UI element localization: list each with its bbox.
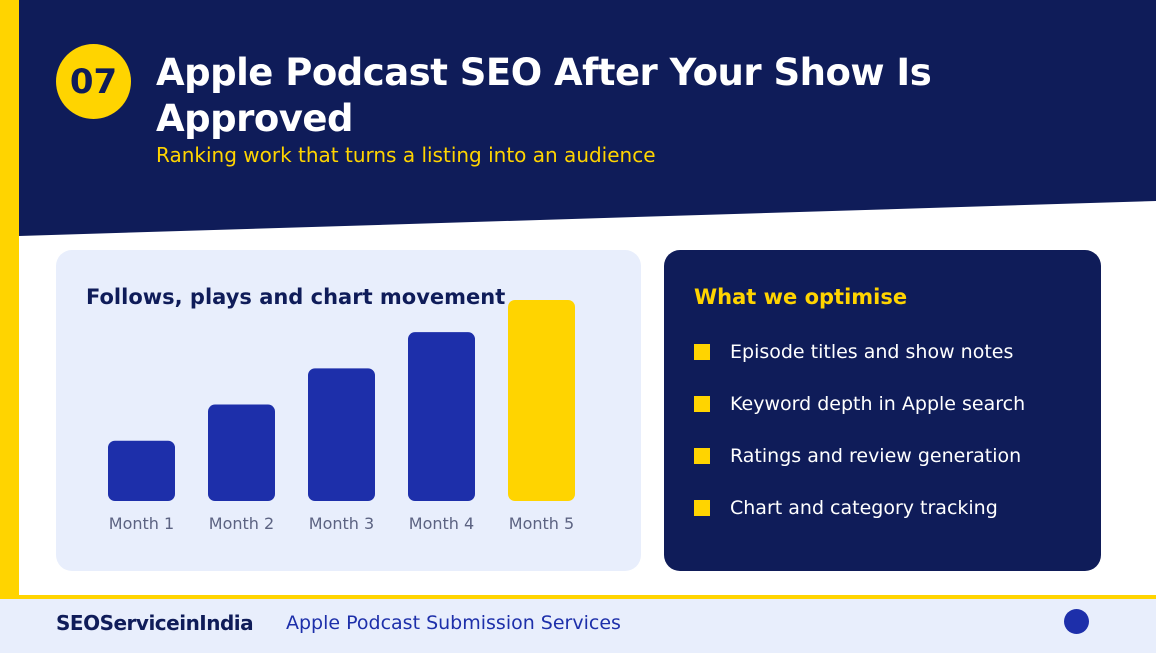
chart-bar <box>108 440 175 501</box>
optimise-item: Chart and category tracking <box>694 496 998 520</box>
footer-divider <box>0 595 1156 599</box>
chart-bar <box>408 332 475 501</box>
bullet-square-icon <box>694 448 710 464</box>
footer-brand: SEOServiceinIndia <box>56 611 254 635</box>
optimise-item-label: Ratings and review generation <box>730 445 1022 467</box>
optimise-title: What we optimise <box>694 285 908 309</box>
bullet-square-icon <box>694 500 710 516</box>
footer-text: Apple Podcast Submission Services <box>286 612 621 634</box>
optimise-item: Episode titles and show notes <box>694 340 1013 364</box>
x-tick-label: Month 1 <box>109 514 174 533</box>
optimise-item-label: Chart and category tracking <box>730 497 998 519</box>
optimise-item-label: Keyword depth in Apple search <box>730 393 1026 415</box>
page-title: Apple Podcast SEO After Your Show Is App… <box>156 51 932 140</box>
x-tick-label: Month 4 <box>409 514 474 533</box>
footer-bar <box>0 599 1156 653</box>
chart-bar <box>508 300 575 501</box>
section-number-badge: 07 <box>56 44 131 119</box>
bullet-square-icon <box>694 396 710 412</box>
footer-dot-icon <box>1064 609 1089 634</box>
optimise-item: Ratings and review generation <box>694 444 1021 468</box>
bullet-square-icon <box>694 344 710 360</box>
optimise-card <box>664 250 1101 571</box>
chart-bar <box>308 368 375 501</box>
x-tick-label: Month 3 <box>309 514 374 533</box>
chart-bar <box>208 404 275 501</box>
optimise-item: Keyword depth in Apple search <box>694 392 1025 416</box>
x-tick-label: Month 5 <box>509 514 574 533</box>
page-subtitle: Ranking work that turns a listing into a… <box>156 143 656 167</box>
header-background <box>19 0 1156 236</box>
x-tick-label: Month 2 <box>209 514 274 533</box>
bar-chart: Month 1 Month 2 Month 3 Month 4 Month 5 <box>108 300 575 533</box>
chart-title: Follows, plays and chart movement <box>86 285 506 309</box>
left-accent-strip <box>0 0 19 598</box>
optimise-item-label: Episode titles and show notes <box>730 341 1014 363</box>
